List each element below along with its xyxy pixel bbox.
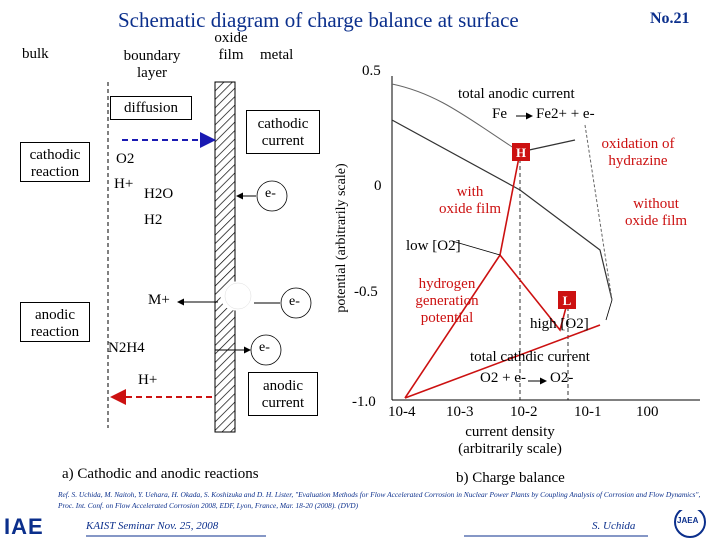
point-h-marker bbox=[512, 143, 530, 161]
total-cathodic-curve bbox=[404, 324, 601, 399]
seminar-label: KAIST Seminar Nov. 25, 2008 bbox=[86, 520, 219, 532]
author-label: S. Uchida bbox=[592, 520, 636, 532]
without-film-label: without oxide film bbox=[614, 196, 698, 230]
page-title: Schematic diagram of charge balance at s… bbox=[118, 8, 519, 32]
anodic-reaction-line-1: anodic bbox=[35, 307, 75, 323]
metal-ion-label: M+ bbox=[148, 292, 170, 308]
anodic-curve-dashed bbox=[584, 124, 613, 301]
anodic-current-line-1: anodic bbox=[263, 378, 303, 394]
hydrogen-line-2: generation bbox=[415, 293, 479, 309]
o2-reaction-left: O2 + e- bbox=[480, 370, 526, 386]
o2-text: O2 bbox=[116, 151, 135, 167]
cathodic-curve-high-o2 bbox=[404, 253, 569, 399]
jaea-logo-text: JAEA bbox=[677, 516, 699, 525]
hplus-label-2: H+ bbox=[138, 372, 158, 388]
h2o-label: H2O bbox=[144, 186, 174, 202]
y-tick-0: 0 bbox=[374, 178, 382, 194]
low-o2-label: low [O2] bbox=[406, 238, 461, 254]
hydrazine-line-1: oxidation of bbox=[601, 136, 675, 152]
cathodic-current-line-1: cathodic bbox=[257, 116, 309, 132]
h2-label: H2 bbox=[144, 212, 163, 228]
with-film-label: with oxide film bbox=[428, 184, 512, 218]
x-axis-label-line-1: current density bbox=[465, 424, 555, 440]
oxide-film-line-1: oxide bbox=[214, 30, 248, 46]
cathodic-reaction-line-2: reaction bbox=[30, 164, 80, 180]
x-tick-1: 10-4 bbox=[388, 404, 416, 420]
n2h4-label: N2H4 bbox=[108, 340, 145, 356]
oxide-film-line-2: film bbox=[218, 47, 244, 63]
pit-circle bbox=[224, 282, 252, 310]
o2-reaction-right: O2- bbox=[550, 370, 574, 386]
cathodic-reaction-line-1: cathodic bbox=[29, 147, 81, 163]
boundary-layer-line-1: boundary bbox=[123, 48, 181, 64]
left-caption: a) Cathodic and anodic reactions bbox=[62, 466, 259, 482]
hydrazine-label: oxidation of hydrazine bbox=[578, 136, 698, 170]
jaea-logo-circle bbox=[674, 510, 706, 538]
cathodic-reaction-box: cathodic reaction bbox=[20, 142, 90, 182]
anodic-curve-without-film bbox=[391, 119, 613, 301]
x-axis-label: current density (arbitrarily scale) bbox=[440, 424, 580, 458]
iae-logo: IAE bbox=[4, 514, 44, 539]
x-tick-2: 10-3 bbox=[446, 404, 474, 420]
electron-label-3: e- bbox=[259, 340, 270, 355]
with-film-line-2: oxide film bbox=[438, 201, 502, 217]
right-caption: b) Charge balance bbox=[456, 470, 565, 486]
anodic-reaction-line-2: reaction bbox=[30, 324, 80, 340]
reference-citation: Ref. S. Uchida, M. Naitoh, Y. Uehara, H.… bbox=[58, 490, 701, 510]
total-cathodic-label: total cathdic current bbox=[470, 349, 590, 365]
y-tick-minus-0-5: -0.5 bbox=[354, 284, 378, 300]
fe-reaction-left: Fe bbox=[492, 106, 507, 122]
anodic-curve-with-film bbox=[391, 83, 521, 153]
y-tick-0-5: 0.5 bbox=[362, 63, 381, 79]
cathodic-current-line-2: current bbox=[261, 133, 305, 149]
without-film-line-2: oxide film bbox=[624, 213, 688, 229]
oxide-film-band bbox=[214, 81, 236, 433]
anodic-current-line-2: current bbox=[261, 395, 305, 411]
electron-circle-2 bbox=[280, 287, 312, 319]
electron-label-2: e- bbox=[289, 294, 300, 309]
slide-number: No.21 bbox=[650, 10, 690, 27]
hydrogen-potential-label: hydrogen generation potential bbox=[402, 276, 492, 327]
high-o2-leader bbox=[605, 299, 613, 321]
point-h-letter: H bbox=[516, 145, 526, 160]
boundary-layer-line-2: layer bbox=[137, 65, 167, 81]
electron-circle-3 bbox=[250, 334, 282, 366]
with-film-line-1: with bbox=[456, 184, 484, 200]
hydrogen-line-3: potential bbox=[420, 310, 474, 326]
electron-circle-1 bbox=[256, 180, 288, 212]
electron-label-1: e- bbox=[265, 186, 276, 201]
cathodic-current-box: cathodic current bbox=[246, 110, 320, 154]
fe-reaction-right: Fe2+ + e- bbox=[536, 106, 595, 122]
x-axis-label-line-2: (arbitrarily scale) bbox=[458, 441, 562, 457]
x-tick-5: 100 bbox=[636, 404, 659, 420]
diffusion-label: diffusion bbox=[124, 100, 178, 116]
y-tick-minus-1-0: -1.0 bbox=[352, 394, 376, 410]
x-tick-4: 10-1 bbox=[574, 404, 602, 420]
anodic-reaction-box: anodic reaction bbox=[20, 302, 90, 342]
cathodic-curve-low-o2 bbox=[499, 151, 521, 256]
footer-graphics bbox=[86, 510, 706, 538]
oxide-film-label: oxide film bbox=[204, 30, 258, 64]
hplus-label-1: H+ bbox=[114, 176, 134, 192]
anodic-current-box: anodic current bbox=[248, 372, 318, 416]
hydrogen-line-1: hydrogen bbox=[418, 276, 476, 292]
boundary-layer-label: boundary layer bbox=[112, 48, 192, 82]
hydrazine-line-2: hydrazine bbox=[608, 153, 668, 169]
o2-label: O2 bbox=[116, 151, 134, 168]
point-l-marker bbox=[558, 291, 576, 309]
low-o2-leader bbox=[451, 240, 501, 256]
metal-label: metal bbox=[260, 47, 294, 63]
bulk-label: bulk bbox=[22, 46, 49, 62]
without-film-line-1: without bbox=[633, 196, 679, 212]
diffusion-box: diffusion bbox=[110, 96, 192, 120]
high-o2-label: high [O2] bbox=[530, 316, 589, 332]
total-anodic-label: total anodic current bbox=[458, 86, 575, 102]
point-l-letter: L bbox=[563, 293, 572, 308]
x-tick-3: 10-2 bbox=[510, 404, 538, 420]
